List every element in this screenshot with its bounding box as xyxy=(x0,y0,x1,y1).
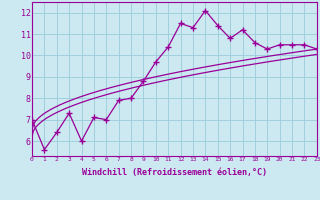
X-axis label: Windchill (Refroidissement éolien,°C): Windchill (Refroidissement éolien,°C) xyxy=(82,168,267,177)
